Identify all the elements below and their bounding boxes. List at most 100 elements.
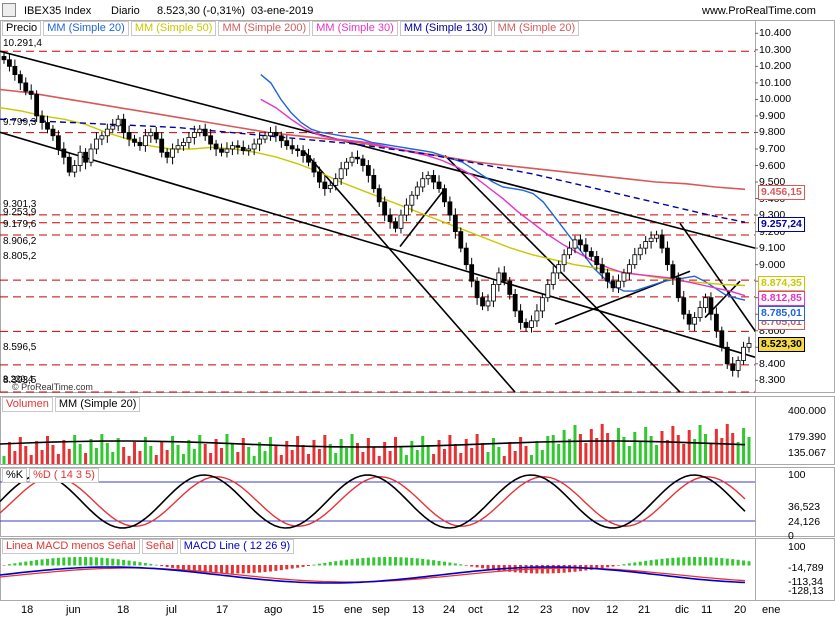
macd-hist-bar — [345, 559, 349, 566]
candle-body — [550, 272, 556, 285]
level-label: 10.291,4 — [3, 38, 42, 49]
candle-body — [567, 247, 572, 256]
candle-body — [485, 300, 491, 307]
macd-hist-bar — [285, 565, 289, 570]
macd-hist-bar — [334, 561, 338, 566]
macd-hist-bar — [24, 561, 28, 566]
volume-bar — [481, 443, 485, 464]
macd-hist-bar — [56, 557, 60, 566]
legend-signal[interactable]: Señal — [141, 539, 178, 554]
macd-hist-bar — [40, 559, 44, 566]
candle-body — [300, 150, 306, 156]
volume-bar — [442, 449, 446, 464]
sub-axis-tick: 100 — [788, 541, 806, 553]
legend-sma20b[interactable]: MM (Simple 20) — [493, 21, 580, 36]
volume-bar — [361, 452, 365, 464]
volume-bar — [67, 449, 71, 464]
legend-volume-ma[interactable]: MM (Simple 20) — [54, 397, 141, 412]
macd-hist-bar — [51, 558, 55, 566]
volume-bar — [192, 449, 196, 464]
stoch-k-line — [0, 474, 746, 529]
macd-hist-bar — [660, 558, 664, 566]
legend-volume[interactable]: Volumen — [2, 397, 53, 412]
macd-hist-bar — [258, 565, 262, 573]
candle-body — [697, 307, 703, 318]
macd-hist-bar — [116, 559, 120, 566]
volume-bar — [56, 454, 60, 464]
last-price: 8.523,30 (-0,31%) — [157, 5, 246, 17]
legend-macd-line[interactable]: MACD Line ( 12 26 9) — [179, 539, 295, 554]
macd-hist-bar — [698, 557, 702, 566]
macd-hist-bar — [644, 560, 648, 566]
candle-body — [632, 254, 638, 266]
legend-sma200[interactable]: MM (Simple 200) — [218, 21, 311, 36]
volume-bar — [290, 450, 294, 464]
sub-axis-tick: 400.000 — [788, 405, 826, 417]
value-tag: 9.456,15 — [758, 185, 805, 200]
candle-body — [469, 264, 475, 282]
volume-bar — [421, 436, 425, 464]
candle-body — [235, 145, 241, 148]
volume-bar — [453, 444, 457, 464]
legend-price[interactable]: Precio — [2, 21, 42, 36]
volume-bar — [241, 438, 245, 464]
volume-bar — [731, 433, 735, 464]
volume-bar — [383, 442, 387, 464]
volume-bar — [143, 437, 147, 464]
legend-d[interactable]: %D ( 14 3 5) — [29, 468, 99, 483]
macd-hist-bar — [317, 563, 321, 566]
x-axis-tick: 20 — [734, 604, 747, 616]
x-axis-tick: 12 — [606, 604, 619, 616]
legend-sma30[interactable]: MM (Simple 30) — [312, 21, 398, 36]
candle-body — [637, 247, 643, 256]
macd-hist-bar — [149, 563, 153, 566]
candle-body — [23, 82, 29, 92]
x-axis-tick: ene — [762, 604, 781, 616]
macd-hist-bar — [415, 558, 419, 566]
legend-macd-hist[interactable]: Linea MACD menos Señal — [2, 539, 140, 554]
candle-body — [741, 346, 746, 361]
candle-body — [66, 156, 72, 173]
macd-hist-bar — [176, 565, 180, 569]
macd-hist-bar — [709, 557, 713, 566]
candle-body — [578, 239, 583, 246]
candle-body — [654, 234, 659, 239]
candle-body — [262, 135, 268, 140]
legend-k[interactable]: %K — [2, 468, 28, 483]
candle-icon[interactable] — [2, 3, 16, 17]
macd-hist-bar — [372, 557, 376, 566]
price-axis-tick: 8.300 — [759, 374, 786, 387]
moving-average-line — [260, 74, 746, 301]
volume-bar — [747, 437, 751, 464]
legend-sma50[interactable]: MM (Simple 50) — [130, 21, 217, 36]
candle-body — [224, 148, 230, 153]
macd-hist-bar — [350, 559, 354, 566]
candle-body — [746, 343, 752, 348]
macd-hist-bar — [78, 557, 82, 566]
volume-bar — [73, 435, 77, 464]
volume-bar — [263, 451, 267, 464]
x-axis-tick: jul — [166, 604, 178, 616]
chart-header: IBEX35 Index Diario 8.523,30 (-0,31%) 03… — [0, 0, 835, 22]
price-axis-tick: 10.100 — [759, 76, 792, 89]
trend-line — [0, 131, 756, 358]
volume-bar — [633, 432, 637, 464]
legend-sma130[interactable]: MM (Simple 130) — [399, 21, 492, 36]
volume-bar — [35, 441, 39, 464]
volume-bar — [622, 437, 626, 464]
volume-bar — [546, 436, 550, 464]
x-axis-tick: ago — [264, 604, 283, 616]
macd-hist-bar — [247, 565, 251, 574]
macd-hist-bar — [13, 563, 17, 566]
volume-bar — [665, 440, 669, 464]
volume-bar — [671, 426, 675, 464]
volume-bar — [573, 425, 577, 464]
volume-bar — [187, 440, 191, 464]
site-label: www.ProRealTime.com — [702, 5, 816, 17]
candle-body — [713, 313, 719, 332]
panel-frame — [0, 20, 835, 393]
legend-sma20[interactable]: MM (Simple 20) — [43, 21, 129, 36]
candle-body — [512, 294, 518, 312]
volume-bar — [551, 435, 555, 464]
